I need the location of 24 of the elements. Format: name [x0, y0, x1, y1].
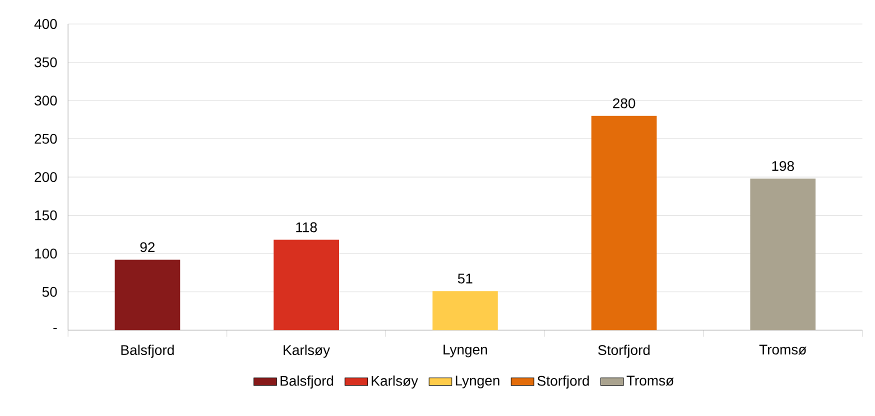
- y-tick-label: -: [53, 328, 57, 330]
- y-tick-label: 300: [34, 96, 57, 106]
- legend-label: Lyngen: [456, 376, 500, 388]
- data-label: 198: [772, 161, 794, 171]
- y-tick-label: 100: [35, 248, 57, 258]
- data-label: 51: [458, 274, 472, 284]
- legend-label: Storfjord: [537, 375, 589, 389]
- y-tick-label: 50: [42, 286, 57, 297]
- legend-label: Tromsø: [626, 376, 674, 386]
- x-tick-label: Lyngen: [444, 344, 487, 358]
- y-tick-label: 400: [34, 18, 57, 29]
- legend-label: Karlsøy: [372, 375, 418, 389]
- data-label: 280: [613, 98, 636, 108]
- data-label: 92: [140, 242, 155, 252]
- x-tick-label: Karlsøy: [284, 344, 330, 358]
- y-tick-label: 200: [34, 172, 57, 182]
- legend-label: Balsfjord: [280, 375, 334, 389]
- x-tick-label: Storfjord: [598, 344, 650, 358]
- y-tick-label: 250: [34, 134, 57, 144]
- data-label: 118: [296, 222, 317, 232]
- x-tick-label: Tromsø: [759, 344, 806, 355]
- y-tick-label: 350: [34, 57, 57, 68]
- y-tick-label: 150: [35, 210, 57, 220]
- x-tick-label: Balsfjord: [121, 344, 174, 358]
